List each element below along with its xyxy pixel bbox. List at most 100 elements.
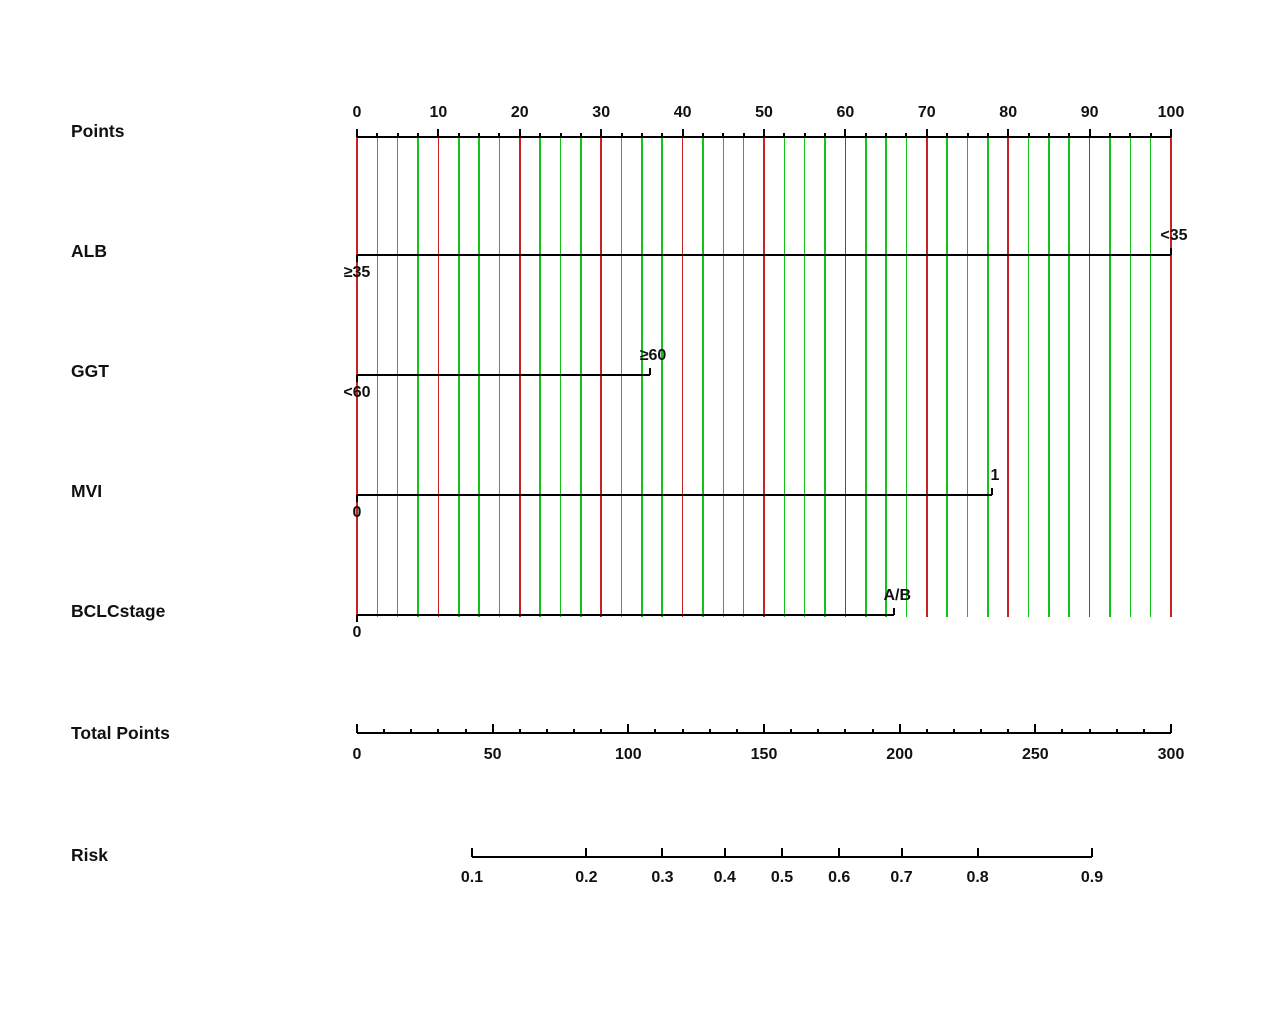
total-points-axis-tick (600, 728, 603, 733)
row-line-mvi (357, 494, 992, 496)
total-points-tick-label: 200 (886, 746, 914, 763)
risk-tick-label: 0.4 (713, 869, 736, 886)
risk-axis-tick (471, 848, 473, 857)
points-axis-tick (1149, 132, 1152, 137)
points-axis-tick (925, 129, 928, 137)
gridline-green (478, 137, 480, 617)
gridline-green (396, 137, 399, 617)
risk-tick-label: 0.7 (890, 869, 913, 886)
total-points-axis-tick (491, 724, 494, 733)
total-points-tick-label: 150 (750, 746, 778, 763)
risk-tick-label: 0.1 (460, 869, 484, 886)
points-axis-tick (1007, 129, 1010, 137)
total-points-axis-line (357, 732, 1171, 734)
row-tick-ggt (356, 375, 358, 382)
points-axis-tick (518, 129, 521, 137)
risk-axis-tick (585, 848, 588, 857)
risk-tick-label: 0.9 (1080, 869, 1104, 886)
risk-tick-label: 0.3 (651, 869, 674, 886)
category-label-alb: ≥35 (343, 264, 371, 281)
row-line-ggt (357, 374, 651, 376)
total-points-axis-tick (844, 728, 847, 733)
total-points-tick-label: 250 (1021, 746, 1049, 763)
points-axis-tick-label: 60 (836, 104, 855, 121)
gridline-green (498, 137, 501, 617)
points-axis-tick (803, 132, 806, 137)
points-axis-tick (600, 129, 603, 137)
gridline-red (844, 137, 847, 617)
points-axis-tick (722, 132, 725, 137)
risk-axis-tick (838, 848, 841, 857)
points-axis-tick (763, 129, 765, 137)
risk-tick-label: 0.8 (966, 869, 989, 886)
category-label-bclcstage: A/B (883, 587, 912, 604)
gridline-green (620, 137, 623, 617)
category-label-ggt: <60 (343, 384, 371, 401)
total-points-axis-tick (573, 728, 576, 733)
risk-axis-tick (900, 848, 903, 857)
gridline-red (681, 137, 684, 617)
points-axis-tick (498, 132, 501, 137)
total-points-axis-tick (545, 728, 548, 733)
gridline-green (1109, 137, 1111, 617)
gridline-red (519, 137, 521, 617)
gridline-green (864, 137, 867, 617)
row-tick-mvi (356, 495, 358, 502)
gridline-green (559, 137, 562, 617)
risk-axis-tick (1091, 848, 1093, 857)
total-points-axis-tick (817, 728, 820, 733)
total-points-axis-tick (1007, 728, 1010, 733)
total-points-axis-tick (898, 724, 901, 733)
row-line-alb (357, 254, 1171, 256)
points-axis-tick-label: 20 (510, 104, 529, 121)
total-points-tick-label: 100 (614, 746, 642, 763)
total-points-axis-tick (1142, 728, 1145, 733)
total-points-axis-tick (627, 724, 630, 733)
gridline-green (946, 137, 948, 617)
category-label-mvi: 0 (352, 504, 362, 521)
points-axis-tick (986, 132, 989, 137)
points-axis-tick (457, 132, 460, 137)
gridline-green (803, 137, 806, 617)
total-points-axis-tick (1061, 728, 1064, 733)
gridline-green (539, 137, 541, 617)
gridline-green (783, 137, 786, 617)
category-label-ggt: ≥60 (639, 347, 667, 364)
points-axis-line (357, 136, 1171, 138)
points-axis-tick (905, 132, 908, 137)
points-axis-tick-label: 0 (352, 104, 362, 121)
gridline-green (641, 137, 643, 617)
gridline-green (1027, 137, 1030, 617)
row-tick-alb (356, 255, 358, 262)
points-axis-tick (701, 132, 704, 137)
gridline-red (1007, 137, 1009, 617)
points-axis-tick (620, 132, 623, 137)
points-axis-tick (417, 132, 420, 137)
gridline-red (1088, 137, 1091, 617)
row-title-mvi: MVI (71, 481, 103, 501)
risk-axis-tick (976, 848, 979, 857)
points-axis-tick (966, 132, 969, 137)
total-points-axis-tick (410, 728, 413, 733)
total-points-axis-tick (763, 724, 765, 733)
points-axis-tick (437, 129, 440, 137)
points-axis-tick (824, 132, 827, 137)
row-title-alb: ALB (71, 241, 107, 261)
row-tick-ggt (649, 368, 651, 375)
gridline-green (417, 137, 419, 617)
total-points-axis-tick (518, 728, 521, 733)
points-axis-tick-label: 90 (1080, 104, 1099, 121)
gridline-green (702, 137, 704, 617)
points-axis-tick (681, 129, 684, 137)
points-axis-tick (844, 129, 847, 137)
points-axis-tick (376, 132, 379, 137)
risk-axis-tick (781, 848, 783, 857)
gridline-green (1068, 137, 1071, 617)
points-axis-tick (1129, 132, 1132, 137)
points-axis-tick (1088, 129, 1091, 137)
total-points-axis-tick (1115, 728, 1118, 733)
total-points-tick-label: 0 (352, 746, 362, 763)
total-points-axis-tick (1088, 728, 1091, 733)
risk-axis-tick (661, 848, 664, 857)
